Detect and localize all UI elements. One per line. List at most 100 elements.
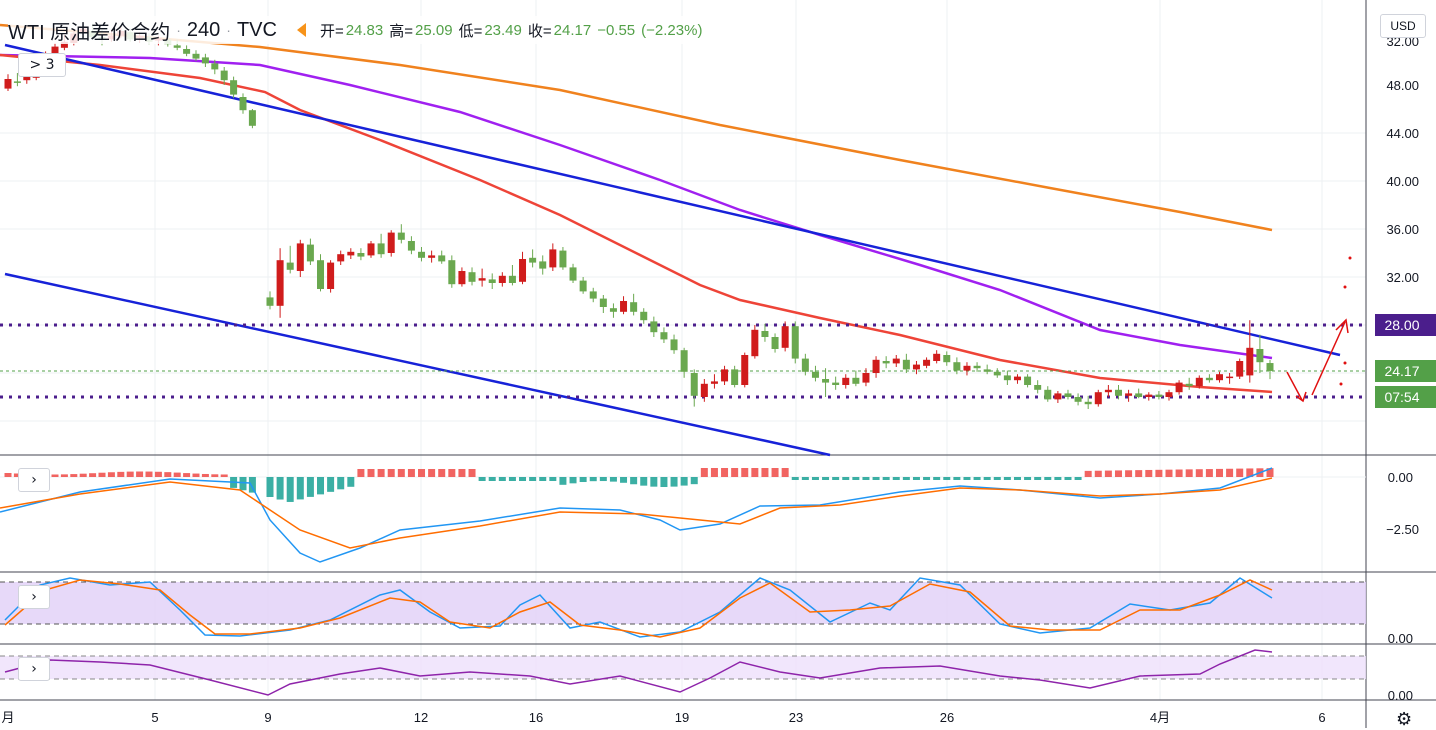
candle-body [347,251,355,256]
candle [458,267,466,287]
candle-body [1064,393,1072,397]
candle [943,351,951,366]
price-tick-label: 32.00 [1386,270,1419,285]
candle-body [1185,383,1193,387]
forecast-arrowhead [1335,318,1349,334]
macd-histogram-bar [832,477,840,480]
candle-body [448,260,456,285]
candle-body [519,259,527,282]
macd-histogram-bar [791,477,799,480]
macd-histogram-bar [337,477,345,490]
candle [852,370,860,387]
macd-histogram-bar [508,477,516,481]
candle-body [1084,401,1092,405]
macd-histogram-bar [1165,469,1173,477]
macd-histogram-bar [559,477,567,485]
candle [1074,393,1082,406]
indicators-toggle-button[interactable]: > 3 [18,53,66,77]
macd-histogram-bar [902,477,910,480]
candle [1094,389,1102,407]
macd-histogram-bar [882,477,890,480]
candle [923,357,931,369]
currency-button[interactable]: USD [1380,14,1426,38]
candle [973,362,981,372]
candle [387,230,395,257]
candle-body [387,232,395,253]
rsi-pane [0,649,1366,696]
chevron-right-icon: › [31,661,37,677]
candle [1064,389,1072,400]
candle-body [248,110,256,126]
symbol-name[interactable]: WTI 原油差价合约 [8,21,171,44]
candle [791,321,799,364]
candle [428,250,436,263]
candle [220,67,228,85]
macd-histogram-bar [306,477,314,497]
candle-body [1135,393,1143,397]
candle-body [660,332,668,340]
rsi-expand-button[interactable]: › [18,657,50,681]
macd-histogram-bar [173,472,181,477]
candle [559,247,567,270]
macd-histogram-bar [145,471,153,477]
time-tick-label: 19 [675,710,689,725]
macd-expand-button[interactable]: › [18,468,50,492]
candle-body [892,358,900,364]
candle [1155,391,1163,400]
interval-label[interactable]: 240 [186,18,221,41]
candle [1084,395,1092,409]
candle-body [529,257,537,263]
candle-body [296,243,304,271]
candle [872,356,880,378]
symbol-header: WTI 原油差价合约 · 240 · TVC 开= 24.83 高= 25.09… [8,16,709,44]
macd-histogram-bar [589,477,597,482]
candle [296,239,304,277]
candle [418,247,426,262]
candle [1205,374,1213,383]
candle [620,296,628,315]
time-tick-label: 26 [940,710,954,725]
stoch-k-line [4,577,1273,638]
macd-histogram-bar [1155,469,1163,477]
candle-body [640,311,648,321]
macd-histogram-bar [569,477,577,484]
time-tick-label: 12 [414,710,428,725]
ma-100-line [0,53,1273,360]
candle-body [620,301,628,312]
stoch-expand-button[interactable]: › [18,585,50,609]
candle-body [993,371,1001,376]
macd-histogram-bar [1024,477,1032,480]
close-label: 收= [527,22,552,40]
macd-histogram-bar [1266,468,1274,477]
time-tick-label: 9 [264,710,271,725]
candle-body [1165,392,1173,397]
candle [347,248,355,259]
candle [1256,334,1264,373]
macd-histogram-bar [192,473,200,477]
candle [1236,358,1244,379]
candle [478,268,486,287]
candle [306,238,314,265]
macd-histogram-bar [862,477,870,480]
candle-body [367,243,375,256]
macd-histogram-bar [1135,470,1143,477]
macd-histogram-bar [710,468,718,477]
macd-histogram-bar [620,477,628,483]
settings-gear-icon[interactable]: ⚙ [1396,709,1413,730]
candle [731,365,739,388]
rsi-line [4,649,1273,696]
candles [4,23,1274,409]
candle-body [183,49,191,54]
close-value: 24.17 [553,21,592,39]
candle-body [771,337,779,349]
time-tick-label: 23 [789,710,803,725]
candle [201,53,209,67]
macd-tick-label: −2.50 [1386,522,1419,537]
candle-body [1246,347,1254,376]
low-value: 23.49 [484,21,522,39]
macd-histogram-bar [801,477,809,480]
candle-body [201,57,209,64]
candle [13,73,21,87]
candle [1165,389,1173,401]
